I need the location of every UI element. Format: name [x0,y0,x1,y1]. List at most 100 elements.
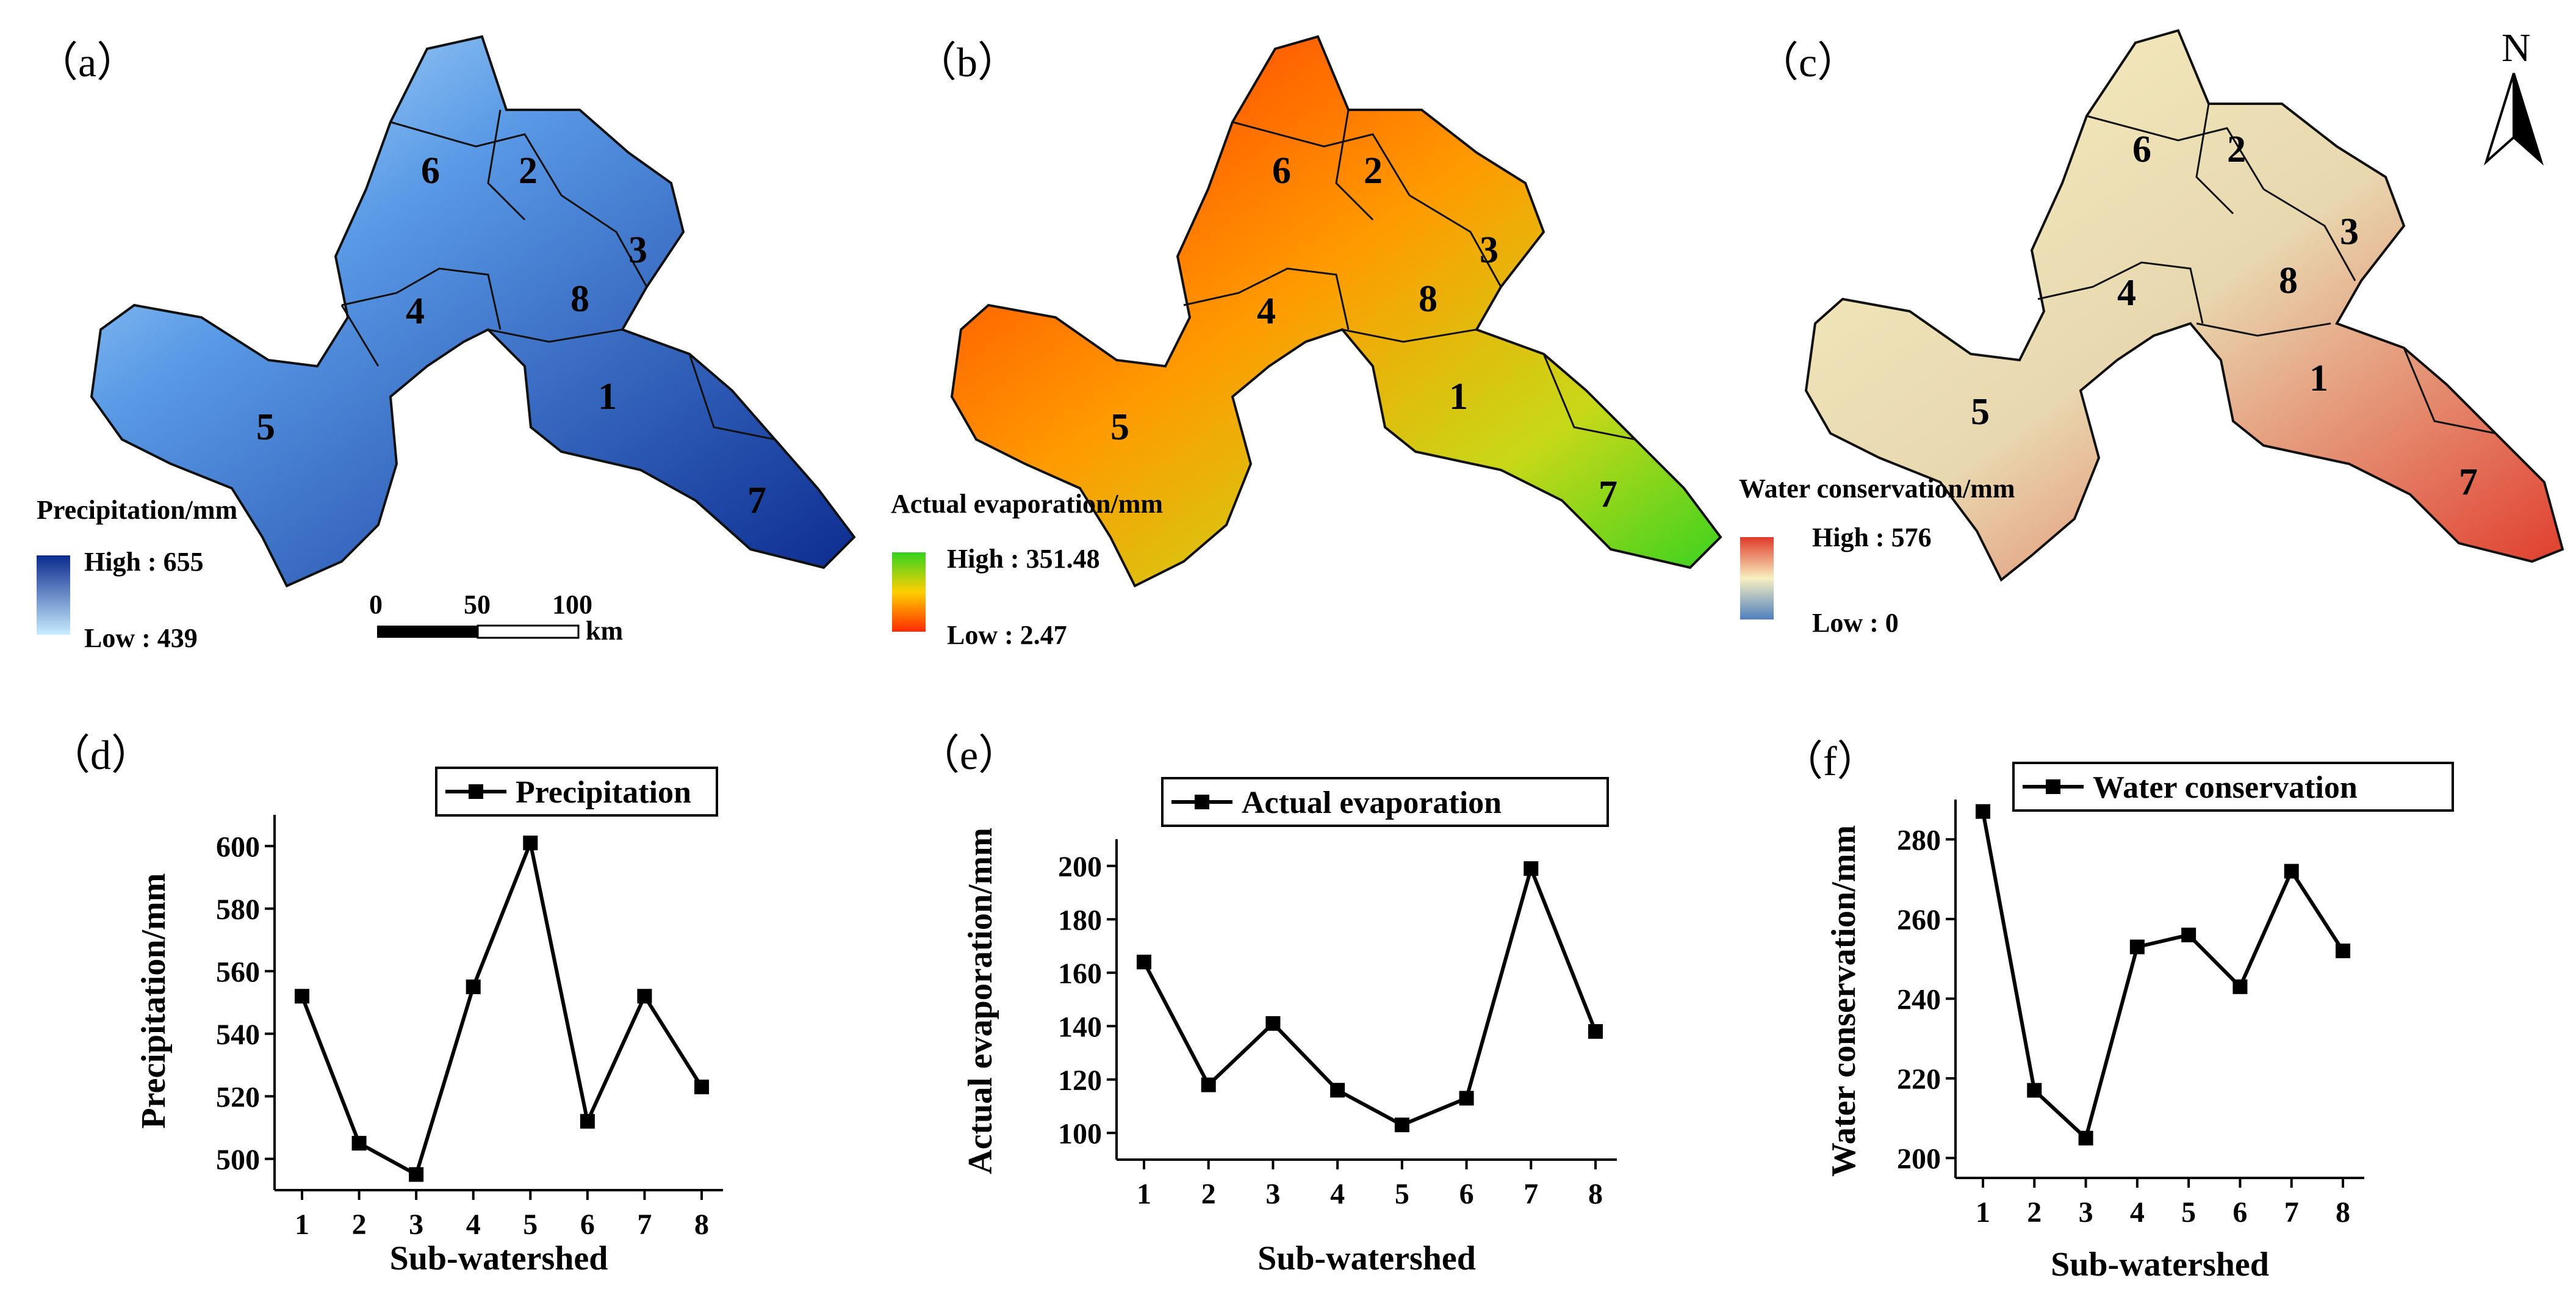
watershed-map-precipitation [90,35,856,588]
data-point [2232,979,2248,994]
x-tick-label: 2 [1201,1178,1216,1210]
data-point [1265,1016,1281,1031]
panel-label-b: （b） [915,39,1019,85]
legend-label: Precipitation [516,775,691,810]
panel-label-a: （a） [37,39,138,85]
x-tick-label: 7 [1524,1178,1538,1210]
y-tick-label: 100 [1058,1118,1102,1150]
scale-unit: km [586,616,623,646]
legend-low-evaporation: Low : 2.47 [947,620,1067,650]
x-tick-label: 6 [580,1208,595,1241]
color-ramp-water-conservation [1740,537,1774,619]
subwatershed-label-8c: 8 [2279,260,2298,302]
data-point [580,1114,595,1129]
scale-bar: 0 50 100 km [369,590,623,646]
subwatershed-label-4a: 4 [406,291,425,332]
data-point [1976,804,1990,819]
x-tick-label: 3 [409,1208,423,1241]
data-point [694,1079,709,1094]
x-tick-label: 4 [2130,1196,2145,1229]
y-tick-label: 120 [1058,1064,1102,1097]
subwatershed-label-5a: 5 [256,406,275,448]
series-line [1142,862,1597,1127]
subwatershed-label-3c: 3 [2340,211,2359,253]
x-tick-label: 1 [1137,1178,1151,1210]
chart-3: （f） 200 220 240 260 280 1 2 3 4 5 6 7 8 Sub-watershed W… [1782,738,2454,1284]
y-tick-label: 260 [1897,904,1941,936]
legend-box [2012,762,2454,812]
y-tick-label: 220 [1897,1063,1941,1096]
subwatershed-label-7c: 7 [2459,461,2478,503]
x-tick-label: 2 [352,1208,367,1241]
subwatershed-label-5c: 5 [1971,391,1990,433]
y-tick-label: 580 [216,894,260,926]
y-tick-label: 600 [216,831,260,863]
data-point [2129,939,2145,955]
y-axis-title: Actual evaporation/mm [962,828,999,1174]
x-tick-label: 5 [1395,1178,1409,1210]
data-point [1137,955,1151,970]
y-tick-label: 280 [1897,824,1941,856]
panel-label: （e） [918,732,1020,778]
subwatershed-label-7a: 7 [747,480,766,521]
panel-label: （f） [1782,738,1879,784]
data-point [2284,864,2299,879]
subwatershed-label-8a: 8 [570,278,589,320]
x-tick-label: 1 [295,1208,309,1241]
legend-marker [2046,779,2060,794]
subwatershed-label-8b: 8 [1419,278,1437,320]
x-axis-title: Sub-watershed [1257,1240,1476,1277]
legend-marker [1195,795,1209,809]
scale-tick-0: 0 [369,590,383,619]
data-point [351,1136,367,1151]
data-point [295,989,309,1004]
data-point [1459,1091,1474,1106]
subwatershed-label-3b: 3 [1480,229,1498,271]
x-tick-label: 3 [2079,1196,2093,1229]
series-line [1981,811,2345,1142]
map-panel-a: （a） 6 2 3 4 8 1 5 7 Precipitation/mm Hig… [37,35,856,653]
data-point [409,1167,424,1182]
data-point [1588,1024,1603,1039]
subwatershed-label-2b: 2 [1364,150,1383,192]
legend: Water conservation [2012,762,2454,812]
y-axis-title: Precipitation/mm [135,873,173,1129]
legend-high-evaporation: High : 351.48 [947,544,1100,574]
data-point [1330,1083,1345,1098]
data-point [2027,1083,2042,1098]
data-point [1201,1077,1216,1092]
x-tick-label: 8 [2336,1196,2350,1229]
subwatershed-label-4c: 4 [2117,272,2136,314]
north-arrow: N [2483,26,2544,166]
chart-1: （d） 500 520 540 560 580 600 1 2 3 4 5 6 7 8 Sub-watersh… [49,732,723,1277]
scale-tick-50: 50 [464,590,491,619]
legend-title-water-conservation: Water conservation/mm [1739,474,2015,504]
x-axis-title: Sub-watershed [390,1240,608,1277]
y-tick-label: 520 [216,1081,260,1113]
subwatershed-label-6c: 6 [2132,129,2151,170]
subwatershed-label-6a: 6 [421,150,440,192]
legend: Actual evaporation [1161,777,1609,827]
legend-box [1161,777,1609,827]
subwatershed-label-1c: 1 [2309,358,2328,399]
data-point [2181,927,2196,942]
legend-label: Actual evaporation [1242,785,1502,820]
y-tick-label: 180 [1058,904,1102,936]
y-tick-label: 160 [1058,958,1102,990]
x-tick-label: 6 [1459,1178,1474,1210]
data-point [1524,861,1539,876]
subwatershed-label-2a: 2 [519,150,538,192]
legend-low-water-conservation: Low : 0 [1812,608,1899,638]
y-axis-title: Water conservation/mm [1825,825,1863,1177]
y-tick-label: 200 [1058,851,1102,883]
x-tick-label: 3 [1265,1178,1280,1210]
north-arrow-label: N [2502,26,2531,70]
legend: Precipitation [435,767,718,817]
subwatershed-label-4b: 4 [1257,291,1276,332]
series-line [300,836,703,1177]
x-tick-label: 1 [1976,1196,1990,1229]
legend-label: Water conservation [2093,770,2358,805]
subwatershed-label-1b: 1 [1449,376,1468,417]
panel-label: （d） [49,732,153,778]
